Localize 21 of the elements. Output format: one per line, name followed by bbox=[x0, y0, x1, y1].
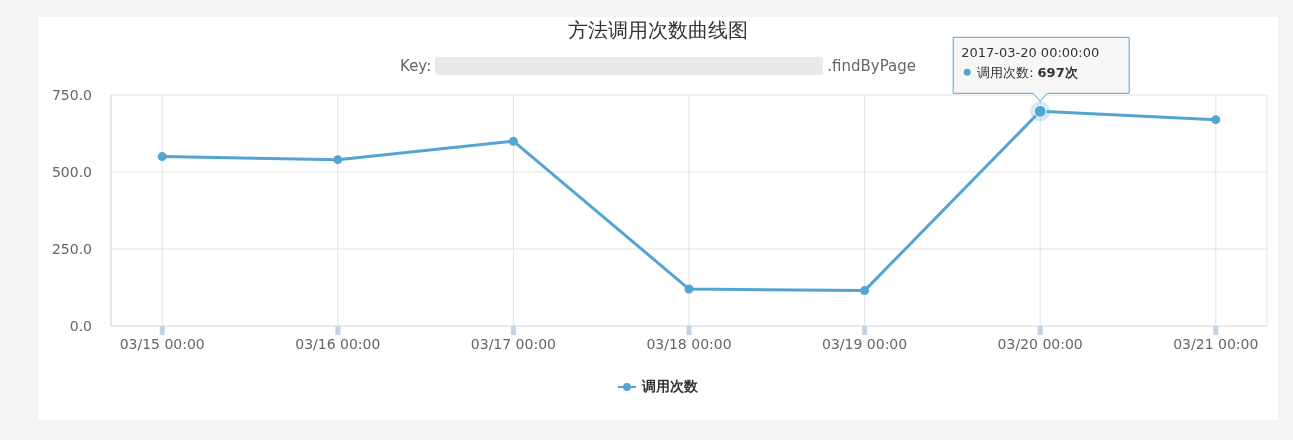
chart-title: 方法调用次数曲线图 bbox=[567, 17, 749, 43]
legend-label: 调用次数 bbox=[642, 378, 698, 396]
point bbox=[333, 155, 343, 165]
y-tick-label: 0.0 bbox=[69, 317, 92, 334]
y-tick-label: 500.0 bbox=[51, 163, 92, 180]
point bbox=[157, 152, 167, 162]
text: Key: .findByPage bbox=[400, 57, 916, 75]
y-tick-label: 750.0 bbox=[51, 86, 92, 103]
point bbox=[860, 286, 870, 296]
point bbox=[684, 284, 694, 294]
x-tick-label: 03/17 00:00 bbox=[470, 335, 556, 352]
x-tick-label: 03/19 00:00 bbox=[822, 335, 908, 352]
x-tick-label: 03/20 00:00 bbox=[997, 335, 1083, 352]
point bbox=[508, 136, 518, 146]
annotation: 2017-03-20 00:00:00 调用次数: 697次 bbox=[961, 45, 1100, 81]
x-tick-label: 03/16 00:00 bbox=[295, 335, 381, 352]
x-tick-label: 03/15 00:00 bbox=[119, 335, 205, 352]
point bbox=[1211, 115, 1221, 125]
y-tick-label: 250.0 bbox=[51, 240, 92, 257]
x-tick-label: 03/21 00:00 bbox=[1173, 335, 1259, 352]
x-tick-label: 03/18 00:00 bbox=[646, 335, 732, 352]
